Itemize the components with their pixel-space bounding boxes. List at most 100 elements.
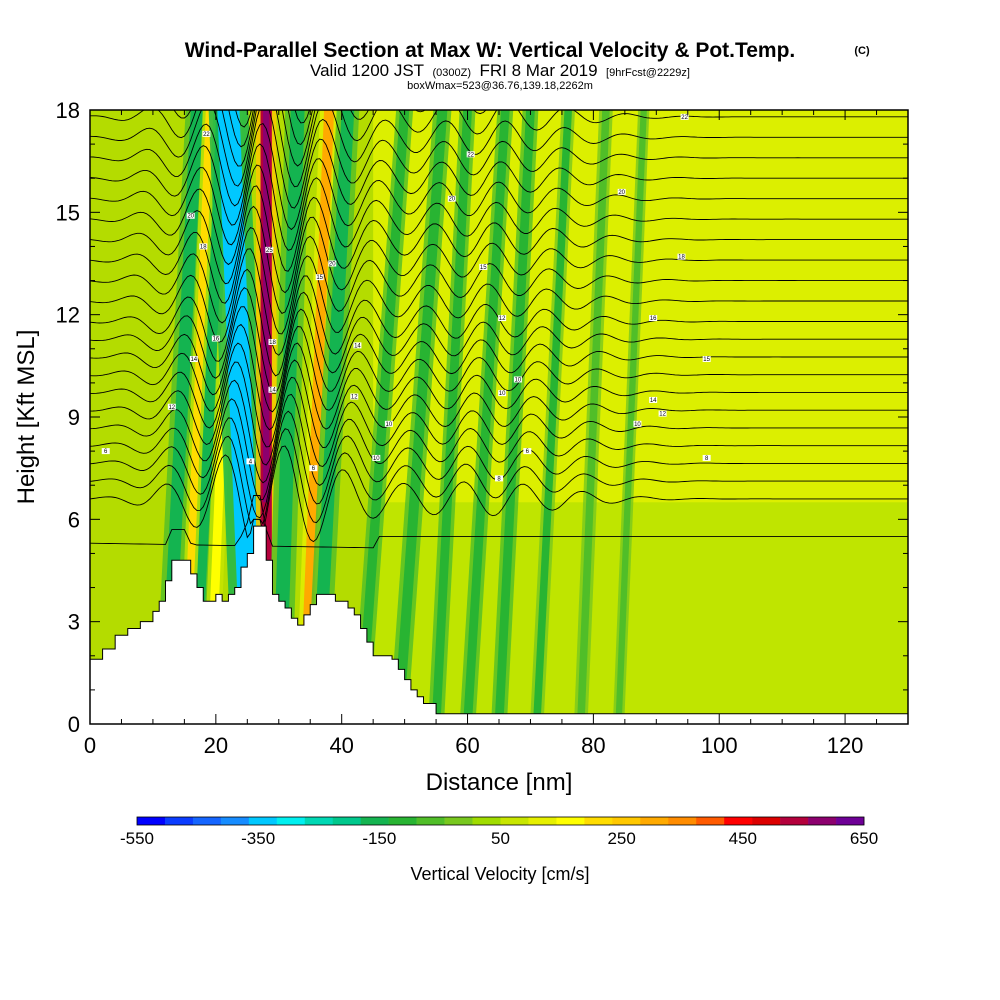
colorbar-swatch	[668, 817, 697, 825]
contour-label: 22	[681, 115, 688, 121]
terrain	[90, 525, 908, 724]
y-tick-label: 6	[68, 507, 80, 532]
contour-label: 14	[354, 343, 361, 349]
colorbar-swatch	[388, 817, 417, 825]
x-tick-label: 40	[329, 733, 353, 758]
x-tick-label: 120	[827, 733, 864, 758]
colorbar-swatch	[472, 817, 501, 825]
contour-label: 12	[659, 412, 666, 418]
contour-label-bg	[617, 188, 626, 195]
colorbar-swatch	[192, 817, 222, 825]
theta-contour	[90, 143, 908, 251]
contour-label-bg	[268, 386, 277, 393]
colorbar: -550 -350 -150 50 250 450 650	[120, 816, 878, 848]
colorbar-swatch	[528, 817, 557, 825]
theta-contour	[90, 248, 908, 356]
w-band	[159, 110, 204, 724]
contour-label-bg	[649, 396, 658, 403]
colorbar-tick-label: 250	[607, 829, 635, 848]
contour-label: 10	[499, 391, 506, 397]
theta-contour-low	[90, 495, 908, 549]
y-tick-label: 3	[68, 610, 80, 635]
contour-label-bg	[265, 246, 274, 253]
contour-label: 10	[386, 422, 393, 428]
colorbar-swatch	[500, 817, 529, 825]
w-band	[463, 110, 510, 724]
w-band	[271, 110, 305, 724]
colorbar-swatch	[556, 817, 585, 825]
theta-contour	[90, 393, 908, 501]
contour-label: 14	[190, 357, 197, 363]
contour-label-bg	[447, 195, 456, 202]
contour-label: 18	[269, 340, 276, 346]
w-band	[355, 110, 410, 724]
contour-label: 15	[703, 357, 710, 363]
contour-label: 6	[104, 449, 108, 455]
y-tick-label: 0	[68, 712, 80, 737]
theta-contour	[90, 306, 908, 413]
theta-contour	[90, 323, 908, 431]
contour-label: 15	[480, 265, 487, 271]
chart-title-suffix: (C)	[854, 45, 870, 57]
colorbar-tick-label: 50	[491, 829, 510, 848]
contour-label-bg	[513, 376, 522, 383]
colorbar-swatch	[276, 817, 306, 825]
colorbar-tick-label: -150	[362, 829, 396, 848]
contour-label-bg	[199, 243, 208, 250]
x-axis-label: Distance [nm]	[426, 769, 573, 796]
contour-label-bg	[246, 458, 255, 465]
contour-label: 14	[269, 388, 276, 394]
theta-contour	[90, 110, 908, 188]
colorbar-swatch	[444, 817, 473, 825]
contour-label-bg	[328, 260, 337, 267]
axes: 0 20 40 60 80 100 120 0 3 6 9 12 15 18	[56, 98, 909, 758]
colorbar-label: Vertical Velocity [cm/s]	[410, 864, 589, 884]
contour-label: 16	[650, 316, 657, 322]
contour-label: 20	[448, 197, 455, 203]
contour-label: 8	[497, 476, 501, 482]
contour-label: 16	[213, 337, 220, 343]
contour-label: 15	[316, 275, 323, 281]
w-band	[615, 110, 647, 724]
contour-label-bg	[167, 403, 176, 410]
contour-label: 18	[678, 255, 685, 261]
contour-label: 18	[200, 244, 207, 250]
contour-label-bg	[211, 335, 220, 342]
contour-label: 20	[618, 190, 625, 196]
colorbar-swatch	[220, 817, 250, 825]
contour-label-bg	[633, 420, 642, 427]
w-band	[298, 110, 335, 724]
contour-label-bg	[353, 342, 362, 349]
contour-label-bg	[186, 212, 195, 219]
subtitle-date: FRI 8 Mar 2019	[479, 61, 597, 80]
contour-label-bg	[495, 475, 503, 482]
colorbar-swatch	[584, 817, 613, 825]
contour-label: 6	[526, 449, 530, 455]
theta-contour	[90, 287, 908, 394]
subtitle-valid: Valid 1200 JST	[310, 61, 424, 80]
contour-label-bg	[384, 420, 393, 427]
contour-label-bg	[702, 454, 711, 461]
colorbar-swatch	[724, 817, 753, 825]
contour-label-bg	[498, 390, 507, 397]
y-tick-label: 18	[56, 98, 80, 123]
theta-contour	[90, 342, 908, 448]
colorbar-swatch	[640, 817, 669, 825]
colorbar-swatch	[836, 817, 865, 825]
chart-title: Wind-Parallel Section at Max W: Vertical…	[185, 39, 796, 62]
contour-label: 10	[634, 422, 641, 428]
contour-label: 12	[499, 316, 506, 322]
colorbar-swatch	[752, 817, 781, 825]
theta-contour	[90, 428, 908, 526]
contour-label-bg	[466, 151, 475, 158]
theta-contour	[90, 205, 908, 314]
theta-contour	[90, 110, 908, 167]
colorbar-frame	[136, 816, 865, 826]
theta-contour	[90, 110, 908, 209]
theta-contour	[90, 359, 908, 466]
contour-label: 10	[373, 456, 380, 462]
contour-label-bg	[479, 263, 488, 270]
contour-label: 25	[266, 248, 273, 254]
contour-label-bg	[309, 465, 318, 472]
